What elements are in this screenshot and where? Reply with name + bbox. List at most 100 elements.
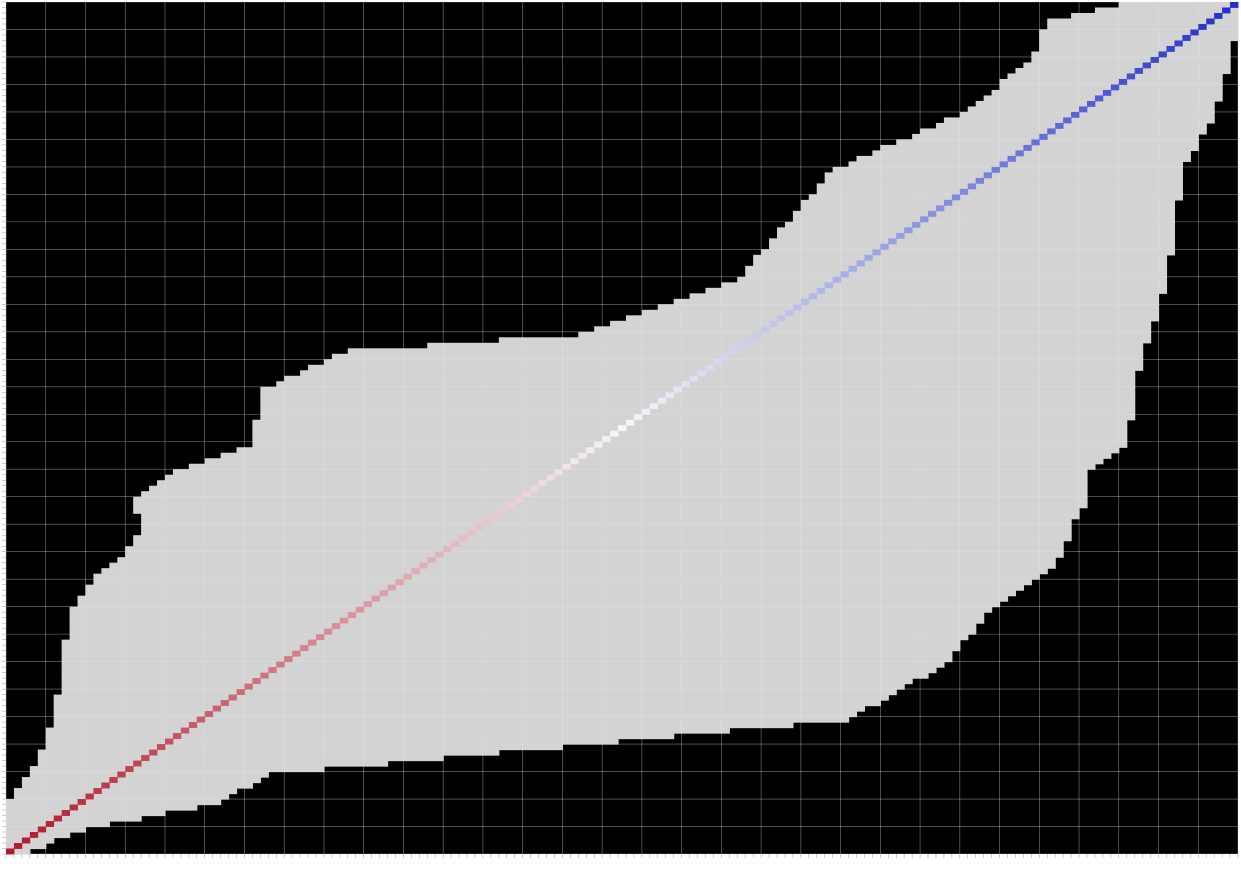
diagonal-cell — [117, 771, 126, 778]
band-row — [689, 293, 1160, 300]
diagonal-cell — [522, 491, 531, 498]
band-row — [252, 430, 1128, 437]
band-row — [69, 617, 985, 624]
band-row — [792, 210, 1176, 217]
diagonal-cell — [1118, 78, 1128, 85]
band-row — [252, 436, 1128, 443]
diagonal-cell — [1198, 23, 1207, 30]
band-row — [792, 216, 1176, 223]
diagonal-cell — [999, 161, 1008, 168]
diagonal-cell — [467, 529, 476, 536]
band-row — [101, 568, 1048, 575]
band-row — [141, 524, 1072, 531]
diagonal-cell — [21, 837, 31, 844]
gridlines — [5, 1, 1239, 855]
band-row — [610, 320, 1152, 327]
band-row — [761, 249, 1176, 256]
band-row — [737, 276, 1168, 283]
diagonal-cell — [1110, 84, 1120, 91]
diagonal-cell — [435, 551, 444, 558]
diagonal-cell — [1094, 95, 1104, 102]
band-row — [800, 199, 1176, 206]
band-row — [260, 408, 1136, 415]
diagonal-cell — [284, 656, 293, 663]
band-row — [69, 606, 993, 613]
diagonal-cell — [625, 419, 635, 426]
band-row — [29, 766, 325, 773]
diagonal-cell — [1023, 144, 1032, 151]
diagonal-cell — [53, 815, 63, 822]
diagonal-cell — [1007, 155, 1016, 162]
diagonal-cell — [69, 804, 78, 811]
diagonal-cell — [1055, 122, 1064, 129]
diagonal-cell — [904, 227, 913, 234]
band-row — [1118, 2, 1239, 9]
band-row — [252, 441, 1128, 448]
band-row — [117, 557, 1056, 564]
diagonal-cell — [1039, 133, 1048, 140]
band-row — [1039, 45, 1231, 53]
diagonal-cell — [93, 788, 102, 794]
diagonal-cell — [180, 727, 190, 734]
band-row — [1015, 67, 1231, 75]
band-row — [920, 128, 1207, 135]
band-row — [93, 573, 1040, 580]
diagonal-cell — [220, 700, 229, 706]
diagonal-cell — [586, 447, 595, 454]
band-row — [776, 227, 1176, 234]
diagonal-cell — [1182, 34, 1191, 41]
band-row — [745, 271, 1168, 278]
diagonal-cell — [602, 436, 611, 443]
diagonal-cell — [848, 265, 857, 272]
band-row — [6, 821, 110, 828]
diagonal-cell — [753, 331, 762, 338]
band-row — [53, 722, 794, 729]
diagonal-cell — [443, 546, 452, 553]
band-row — [1039, 29, 1239, 36]
band-row — [45, 727, 730, 734]
diagonal-cell — [1230, 2, 1239, 8]
diagonal-cell — [649, 403, 659, 410]
diagonal-cell — [1214, 12, 1223, 19]
diagonal-cell — [268, 667, 277, 674]
band-row — [53, 705, 866, 712]
band-row — [657, 304, 1160, 311]
diagonal-cell — [888, 238, 897, 245]
diagonal-cell — [1206, 18, 1215, 25]
diagonal-cell — [633, 414, 643, 421]
diagonal-cell — [570, 458, 579, 465]
band-row — [427, 342, 1144, 349]
band-row — [308, 364, 1144, 371]
diagonal-cell — [951, 194, 961, 201]
band-row — [6, 815, 142, 822]
diagonal-cell — [133, 760, 142, 767]
band-row — [125, 551, 1064, 558]
diagonal-cell — [292, 650, 301, 657]
diagonal-cell — [737, 342, 746, 349]
diagonal-cell — [896, 232, 905, 239]
band-row — [133, 496, 1088, 503]
band-row — [45, 744, 563, 751]
diagonal-cell — [554, 469, 563, 476]
band-row — [769, 238, 1176, 245]
diagonal-cell — [204, 711, 214, 717]
band-row — [745, 265, 1168, 272]
band-row — [188, 463, 1096, 470]
diagonal-cell — [1079, 106, 1088, 113]
diagonal-cell — [1031, 139, 1040, 146]
diagonal-cell — [594, 441, 603, 448]
band-row — [260, 392, 1136, 399]
band-row — [641, 309, 1160, 316]
diagonal-cell — [164, 738, 174, 745]
band-row — [705, 287, 1168, 294]
diagonal-cell — [935, 205, 945, 212]
band-row — [1039, 34, 1239, 42]
diagonal-cell — [474, 524, 484, 531]
diagonal-cell — [188, 722, 198, 728]
diagonal-cell — [920, 216, 929, 223]
diagonal-cell — [403, 573, 412, 580]
band-row — [856, 155, 1191, 163]
diagonal-cell — [141, 755, 150, 761]
band-row — [21, 782, 254, 789]
